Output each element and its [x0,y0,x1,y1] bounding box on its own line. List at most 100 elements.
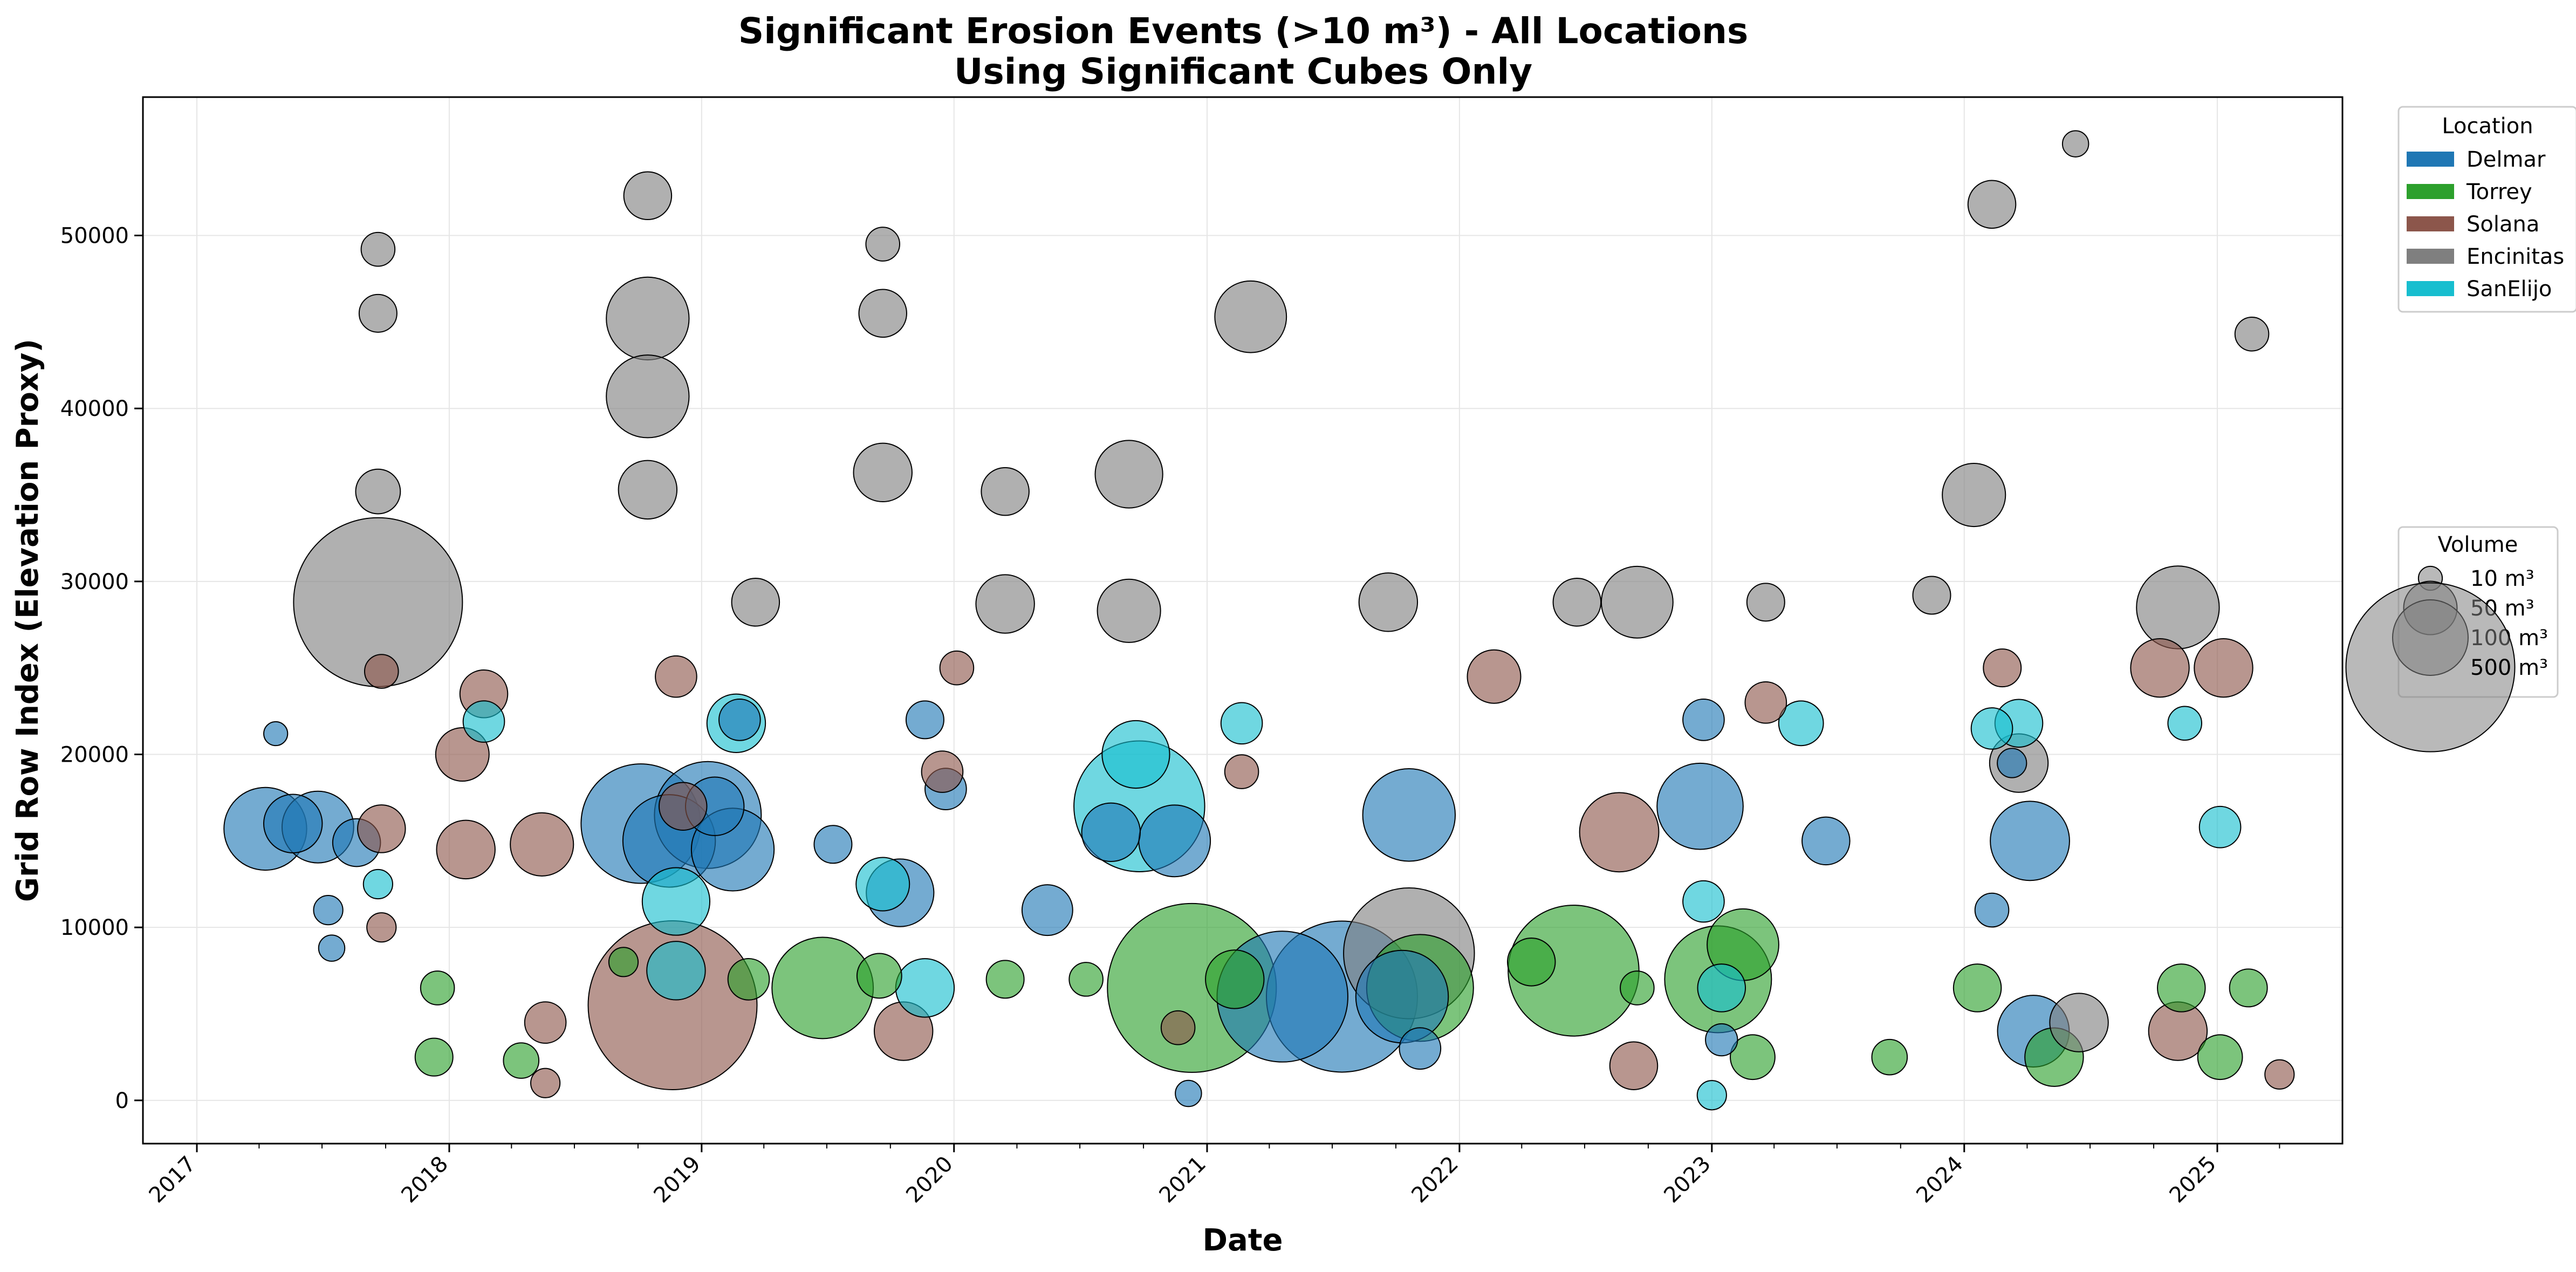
data-point-delmar [263,794,323,853]
data-point-torrey [414,1037,454,1077]
data-point-encinitas [1942,462,2006,528]
data-point-torrey [503,1042,540,1079]
data-point-encinitas [1097,578,1161,643]
data-point-torrey [1506,938,1556,987]
y-tick-label: 0 [115,1089,129,1113]
data-point-delmar [905,700,944,740]
data-point-encinitas [2234,317,2270,352]
data-point-encinitas [1912,576,1951,615]
data-point-delmar [718,699,761,741]
y-axis-label: Grid Row Index (Elevation Proxy) [10,339,45,902]
x-axis-label: Date [1202,1223,1283,1258]
data-point-encinitas [865,227,901,262]
data-point-encinitas [2061,130,2089,158]
data-point-solana [2130,638,2190,698]
data-point-solana [524,1001,567,1044]
volume-legend-title: Volume [2438,532,2518,557]
data-point-encinitas [358,293,398,333]
data-point-torrey [727,958,770,1001]
data-point-encinitas [1214,280,1287,353]
chart-title: Significant Erosion Events (>10 m³) - Al… [738,10,1749,52]
data-point-delmar [1682,699,1725,741]
data-point-sanelijo [641,867,711,936]
data-point-sanelijo [1101,720,1170,789]
legend-swatch-solana [2407,216,2454,231]
x-tick-label: 2024 [1912,1152,1968,1208]
plot-area-frame [142,96,2344,1145]
legend-swatch-torrey [2407,184,2454,199]
data-point-encinitas [618,460,678,520]
legend-label-torrey: Torrey [2466,180,2532,204]
data-point-delmar [1801,816,1851,866]
data-point-delmar [1705,1023,1738,1057]
x-tick-label: 2019 [649,1152,705,1208]
data-point-solana [1224,754,1259,789]
data-point-solana [1467,649,1522,704]
data-point-sanelijo [2167,706,2203,741]
data-point-delmar [1362,768,1456,862]
data-point-solana [436,819,496,880]
data-point-torrey [1620,970,1655,1006]
data-point-torrey [1205,949,1265,1009]
data-point-encinitas [2049,993,2109,1052]
data-point-solana [655,655,697,698]
data-point-torrey [1952,963,2002,1013]
data-point-delmar [1990,801,2070,881]
data-point-solana [357,804,406,853]
data-point-sanelijo [1970,707,2013,750]
y-tick-label: 30000 [60,570,129,594]
data-point-sanelijo [1682,880,1725,923]
x-tick-label: 2023 [1659,1152,1716,1208]
data-point-encinitas [606,354,690,439]
data-point-solana [1609,1041,1659,1090]
data-point-torrey [420,970,455,1006]
data-point-sanelijo [895,958,955,1018]
data-point-sanelijo [1778,700,1824,747]
data-point-torrey [856,953,902,999]
data-point-delmar [1081,802,1141,863]
data-point-torrey [771,936,874,1040]
data-point-torrey [2157,963,2206,1013]
data-point-delmar [1175,1079,1202,1107]
data-point-encinitas [1600,565,1674,639]
data-point-solana [921,750,964,793]
data-point-sanelijo [646,941,706,1001]
data-point-solana [530,1068,561,1098]
data-point-encinitas [731,578,780,627]
x-axis: 2017 2018 2019 2020 2021 2022 2023 2024 2025 [145,1144,2280,1208]
y-tick-label: 20000 [60,743,129,768]
y-axis: 0 10000 20000 30000 40000 50000 [60,224,143,1113]
data-point-torrey [608,947,639,977]
data-point-delmar [813,825,853,864]
data-points [223,130,2295,1111]
location-legend-title: Location [2442,114,2533,139]
data-point-encinitas [981,467,1030,516]
data-point-encinitas [1746,583,1785,622]
y-tick-label: 10000 [60,915,129,940]
data-point-delmar [318,934,346,962]
data-point-encinitas [975,574,1035,634]
y-tick-label: 50000 [60,224,129,249]
data-point-delmar [1974,892,2010,928]
data-point-encinitas [1552,578,1602,627]
data-point-delmar [1399,1027,1442,1070]
data-point-solana [658,782,708,831]
data-point-solana [2264,1059,2295,1090]
data-point-encinitas [623,171,673,221]
volume-legend-marker [2345,582,2516,753]
data-point-sanelijo [1697,963,1746,1013]
data-point-encinitas [1358,572,1419,632]
y-tick-label: 40000 [60,396,129,421]
data-point-sanelijo [855,857,910,912]
data-point-torrey [1871,1038,1908,1076]
data-point-solana [364,654,399,689]
legend-label-sanelijo: SanElijo [2467,277,2552,302]
data-point-sanelijo [1220,702,1263,745]
data-point-sanelijo [2198,805,2242,849]
data-point-torrey [1068,962,1104,997]
data-point-encinitas [606,276,690,361]
data-point-encinitas [853,442,913,503]
data-point-sanelijo [1696,1080,1727,1111]
data-point-torrey [2197,1034,2243,1080]
